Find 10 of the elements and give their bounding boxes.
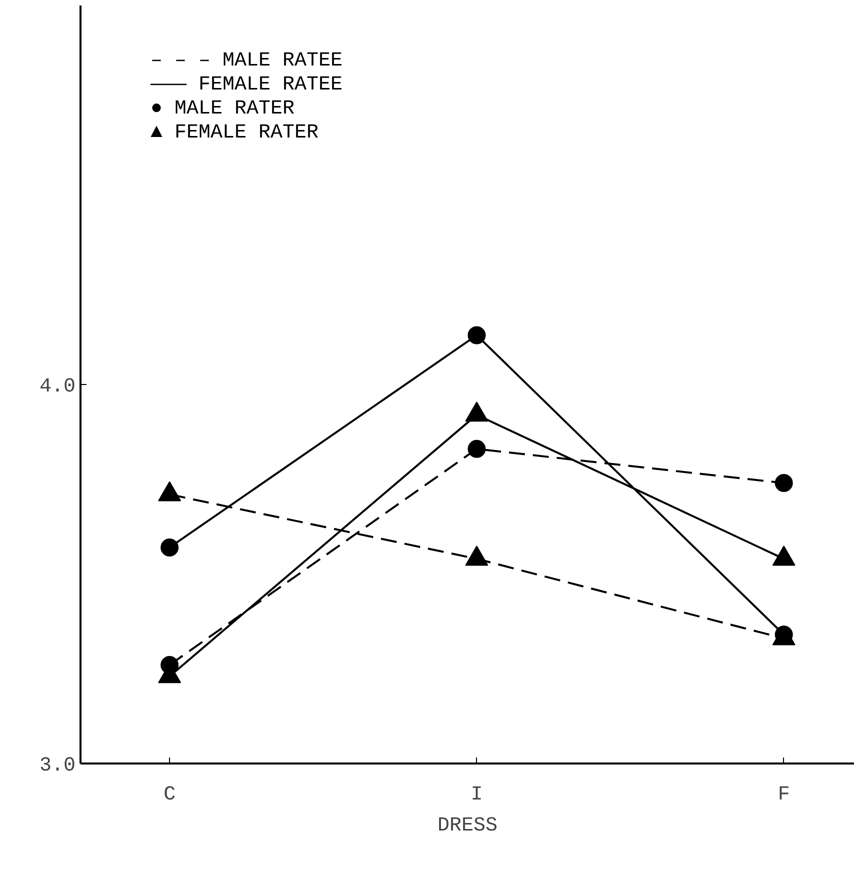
y-tick-label: 3.0 — [39, 754, 76, 778]
x-axis-title: DRESS — [437, 814, 498, 838]
x-tick-label: F — [778, 784, 790, 806]
annotation: ——— FEMALE RATEE — [150, 74, 343, 96]
annotation: ▲ FEMALE RATER — [150, 122, 319, 144]
annotation: – – – MALE RATEE — [150, 50, 343, 72]
annotation: ● MALE RATER — [150, 98, 295, 120]
y-tick-label: 4.0 — [39, 376, 76, 398]
x-tick-label: I — [470, 784, 483, 806]
x-tick-label: C — [164, 784, 176, 806]
